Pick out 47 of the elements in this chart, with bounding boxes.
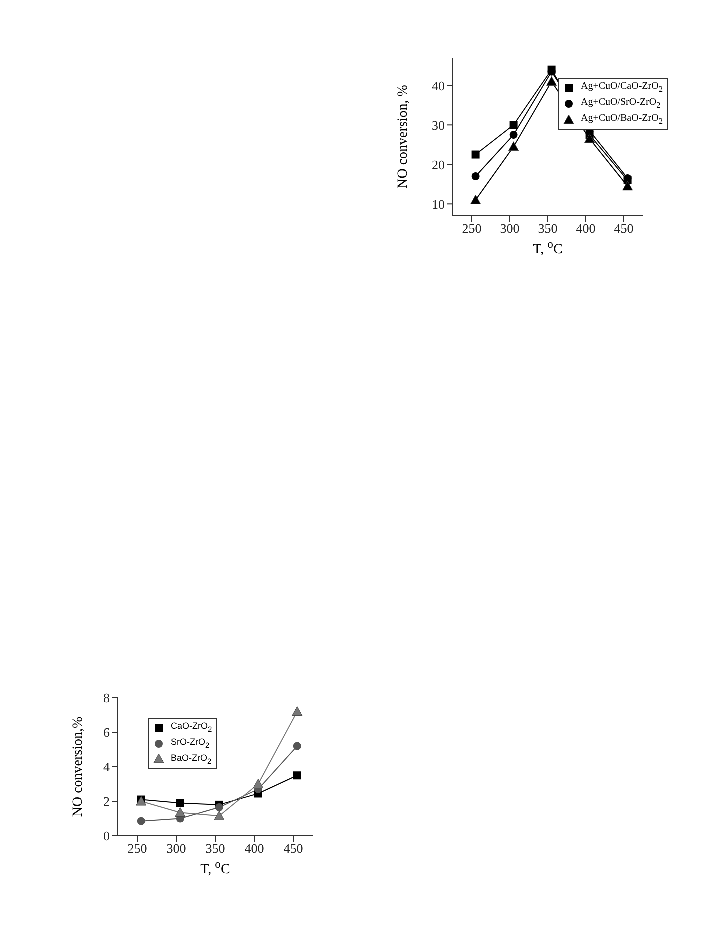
point [470, 194, 482, 204]
point [472, 172, 480, 180]
y-tick-label: 0 [104, 828, 110, 844]
point [137, 817, 146, 826]
legend-label: Ag+CuO/SrO-ZrO$_{2}$ [580, 96, 661, 112]
point [622, 181, 634, 191]
y-tick-label: 8 [104, 690, 110, 706]
point [214, 810, 225, 820]
y-tick-label: 4 [104, 760, 110, 775]
point [253, 779, 264, 788]
x-tick-label: 300 [166, 841, 186, 856]
x-tick-label: 250 [462, 221, 482, 236]
y-tick-label: 30 [432, 118, 445, 133]
x-tick-label: 300 [500, 221, 520, 236]
legend-label: Ag+CuO/BaO-ZrO$_{2}$ [580, 112, 663, 128]
y-tick-label: 2 [104, 794, 110, 810]
x-tick-label: 450 [284, 841, 304, 856]
point [293, 742, 302, 750]
y-tick-label: 6 [104, 725, 110, 740]
x-axis-title: T, $^{o}$C [532, 238, 564, 259]
y-tick-label: 10 [432, 196, 445, 212]
point [175, 807, 186, 817]
point [292, 706, 303, 716]
point [508, 142, 520, 152]
x-tick-label: 250 [128, 841, 148, 856]
y-tick-label: 20 [432, 157, 445, 172]
legend-label: SrO-ZrO$_{2}$ [171, 736, 210, 752]
y-axis-title: NO conversion, % [396, 85, 412, 189]
legend-label: CaO-ZrO$_{2}$ [171, 720, 212, 736]
legend-label: BaO-ZrO$_{2}$ [171, 752, 212, 768]
x-tick-label: 450 [614, 221, 634, 236]
point [510, 121, 518, 130]
x-tick-label: 400 [244, 841, 264, 856]
y-axis-title: NO conversion,% [71, 716, 87, 818]
point [584, 134, 596, 144]
point [176, 799, 184, 808]
point [546, 76, 558, 86]
legend-label: Ag+CuO/CaO-ZrO$_{2}$ [580, 80, 663, 96]
y-tick-label: 40 [432, 78, 445, 94]
point [472, 150, 480, 159]
point [215, 804, 224, 812]
point [293, 772, 302, 780]
x-tick-label: 350 [206, 841, 226, 856]
x-axis-title: T, $^{o}$C [200, 858, 232, 879]
point [510, 131, 518, 140]
x-tick-label: 350 [538, 221, 558, 236]
x-tick-label: 400 [576, 221, 596, 236]
